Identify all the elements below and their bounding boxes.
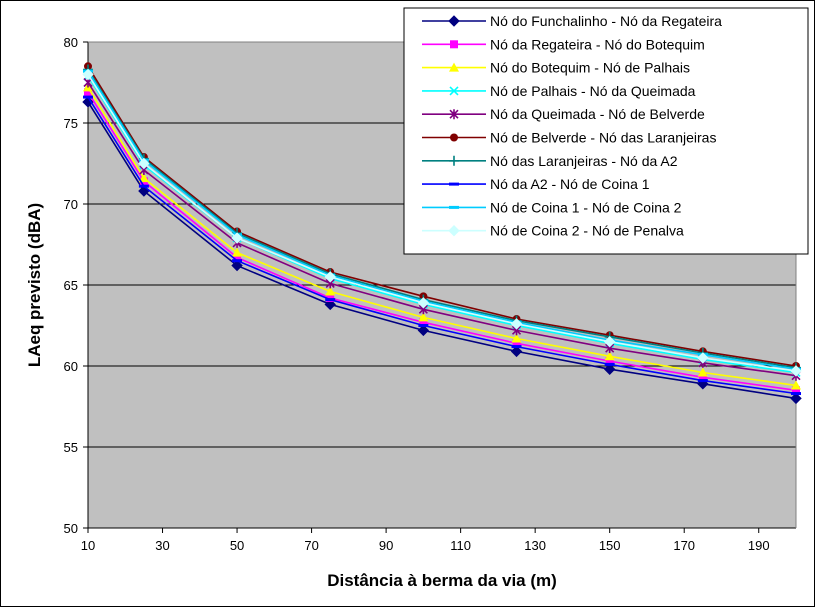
legend-item: Nó das Laranjeiras - Nó da A2 xyxy=(422,153,678,169)
y-axis-title: LAeq previsto (dBA) xyxy=(25,203,44,367)
data-point xyxy=(511,345,522,349)
x-tick-label: 190 xyxy=(748,538,770,553)
x-tick-label: 90 xyxy=(379,538,393,553)
data-point xyxy=(510,345,523,358)
legend-item: Nó da Regateira - Nó do Botequim xyxy=(422,36,705,52)
data-point xyxy=(697,379,708,383)
series xyxy=(83,95,801,396)
data-point xyxy=(418,324,429,327)
data-point xyxy=(698,373,707,382)
y-tick-label: 50 xyxy=(64,521,78,536)
data-point xyxy=(512,339,521,348)
legend-item: Nó de Coina 1 - Nó de Coina 2 xyxy=(422,199,682,215)
data-point xyxy=(510,318,523,330)
legend-label: Nó de Coina 1 - Nó de Coina 2 xyxy=(490,199,682,215)
data-point xyxy=(417,324,430,337)
data-point xyxy=(232,247,243,257)
data-point xyxy=(448,15,460,27)
y-tick-label: 65 xyxy=(64,278,78,293)
data-point xyxy=(697,367,708,377)
data-point xyxy=(138,184,149,188)
data-point xyxy=(449,155,459,166)
legend-box xyxy=(403,7,809,255)
data-point xyxy=(232,259,243,263)
legend-label: Nó de Palhais - Nó da Queimada xyxy=(490,83,696,99)
series xyxy=(83,77,801,381)
legend-item: Nó de Belverde - Nó das Laranjeiras xyxy=(422,130,716,146)
x-tick-label: 150 xyxy=(599,538,621,553)
legend-label: Nó das Laranjeiras - Nó da A2 xyxy=(490,153,678,169)
legend-label: Nó da Regateira - Nó do Botequim xyxy=(490,36,705,52)
legend-label: Nó da Queimada - Nó de Belverde xyxy=(490,106,705,122)
data-point xyxy=(231,232,243,244)
x-tick-label: 10 xyxy=(81,538,95,553)
legend-item: Nó de Palhais - Nó da Queimada xyxy=(422,83,696,99)
data-point xyxy=(448,224,460,237)
x-tick-label: 130 xyxy=(524,538,546,553)
data-point xyxy=(603,363,616,375)
data-point xyxy=(417,297,430,309)
data-point xyxy=(233,253,242,262)
legend-item: Nó do Funchalinho - Nó da Regateira xyxy=(422,13,722,29)
data-point xyxy=(82,68,94,81)
data-point xyxy=(791,392,801,396)
data-point xyxy=(231,259,243,272)
x-tick-label: 170 xyxy=(673,538,695,553)
y-tick-label: 60 xyxy=(64,359,78,374)
data-point xyxy=(604,362,615,366)
y-tick-label: 80 xyxy=(64,35,78,50)
data-point xyxy=(792,386,800,395)
data-point xyxy=(450,133,458,142)
data-point xyxy=(603,335,616,348)
data-point xyxy=(449,182,459,186)
series xyxy=(83,82,801,390)
data-point xyxy=(604,351,615,361)
x-axis-title: Distância à berma da via (m) xyxy=(327,571,557,590)
data-point xyxy=(450,40,458,49)
x-tick-label: 70 xyxy=(304,538,318,553)
series xyxy=(82,68,802,377)
series-group xyxy=(82,62,802,405)
data-point xyxy=(449,86,459,96)
data-point xyxy=(697,352,709,364)
data-point xyxy=(84,88,92,97)
data-point xyxy=(449,62,459,72)
data-point xyxy=(324,271,336,283)
data-point xyxy=(418,312,429,322)
x-tick-label: 30 xyxy=(155,538,169,553)
data-point xyxy=(605,357,614,366)
tick-labels: 50 55 60 65 70 75 80 10 30 50 70 90 110 130 150 170 190 xyxy=(64,35,770,553)
legend-label: Nó da A2 - Nó de Coina 1 xyxy=(490,176,650,192)
data-point xyxy=(790,365,802,377)
data-point xyxy=(449,109,459,120)
data-point xyxy=(138,173,149,183)
legend-item: Nó da A2 - Nó de Coina 1 xyxy=(422,176,650,192)
legend-label: Nó do Funchalinho - Nó da Regateira xyxy=(490,13,722,29)
legend: Nó do Funchalinho - Nó da Regateira Nó da… xyxy=(403,7,809,255)
data-point xyxy=(325,298,336,302)
legend-item: Nó de Coina 2 - Nó de Penalva xyxy=(422,223,684,239)
data-point xyxy=(83,95,93,99)
legend-label: Nó do Botequim - Nó de Palhais xyxy=(490,60,690,76)
data-point xyxy=(419,318,428,327)
data-point xyxy=(138,157,150,170)
legend-item: Nó do Botequim - Nó de Palhais xyxy=(422,60,690,76)
data-point xyxy=(325,286,336,296)
data-point xyxy=(511,333,522,343)
legend-item: Nó da Queimada - Nó de Belverde xyxy=(422,106,705,122)
data-point xyxy=(791,380,801,390)
x-tick-label: 50 xyxy=(230,538,244,553)
data-point xyxy=(326,293,335,302)
y-tick-label: 55 xyxy=(64,440,78,455)
legend-label: Nó de Coina 2 - Nó de Penalva xyxy=(490,223,684,239)
data-point xyxy=(790,392,802,405)
y-tick-label: 70 xyxy=(64,197,78,212)
data-point xyxy=(82,96,94,108)
legend-label: Nó de Belverde - Nó das Laranjeiras xyxy=(490,130,716,146)
x-tick-label: 110 xyxy=(450,538,471,553)
data-point xyxy=(449,205,459,209)
y-tick-label: 75 xyxy=(64,116,78,131)
